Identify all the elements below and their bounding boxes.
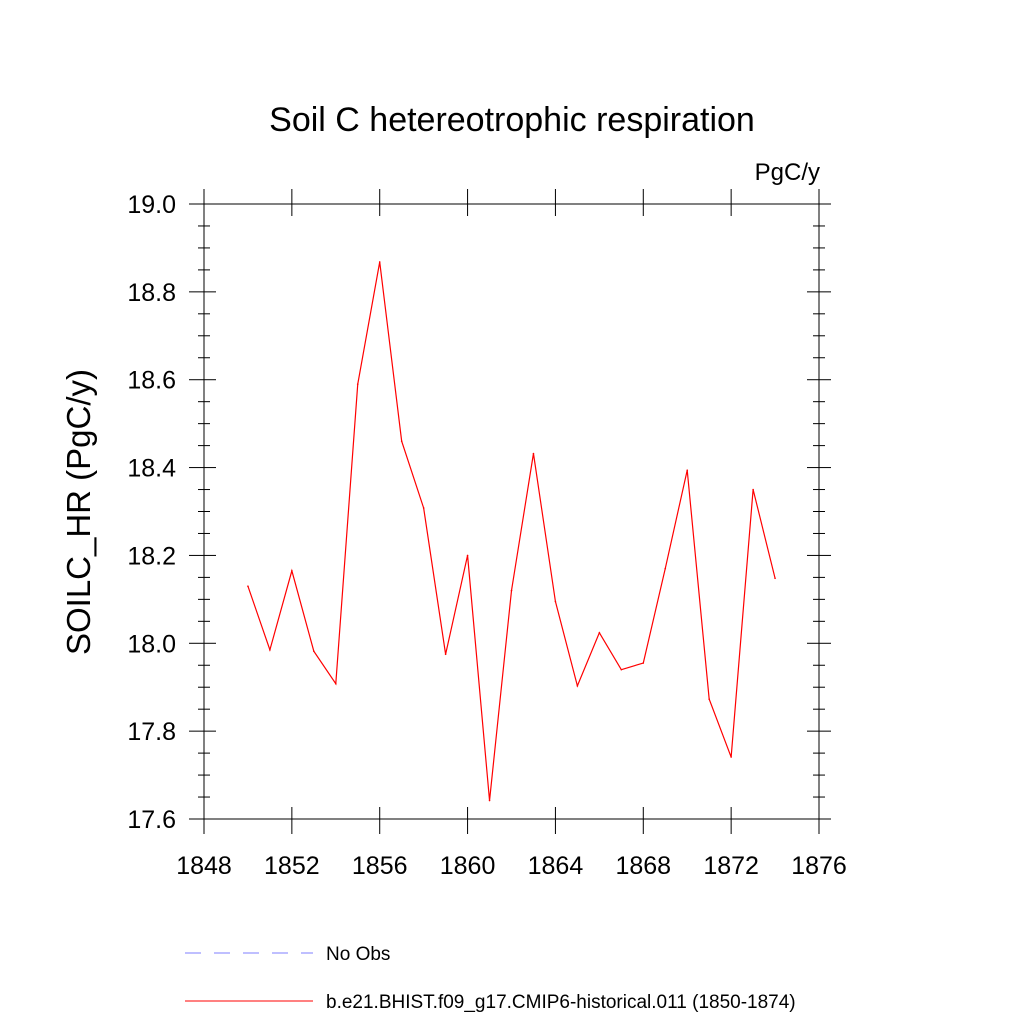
data-point (247, 585, 249, 587)
data-point (532, 452, 535, 455)
y-tick-label: 18.0 (127, 630, 176, 658)
y-axis-label: SOILC_HR (PgC/y) (60, 369, 97, 655)
y-tick-label: 17.6 (127, 806, 176, 834)
data-point (422, 507, 425, 509)
y-tick-label: 18.8 (127, 279, 176, 307)
data-point (730, 756, 732, 758)
data-point (554, 600, 557, 603)
y-tick-label: 17.8 (127, 718, 176, 746)
axis-ticks (189, 189, 831, 834)
data-point (488, 799, 491, 802)
data-point (510, 589, 513, 592)
series-lines (247, 261, 776, 802)
data-point (642, 662, 645, 664)
chart-title: Soil C hetereotrophic respiration (269, 101, 755, 139)
x-tick-label: 1856 (352, 852, 408, 880)
plot-frame (203, 203, 820, 820)
x-tick-label: 1872 (703, 852, 759, 880)
legend-label: b.e21.BHIST.f09_g17.CMIP6-historical.011… (326, 992, 796, 1013)
data-point (291, 570, 293, 572)
data-point (620, 668, 623, 671)
data-point (466, 554, 469, 557)
x-tick-label: 1864 (528, 852, 584, 880)
x-tick-label: 1860 (440, 852, 496, 880)
data-point (378, 261, 381, 263)
y-tick-label: 19.0 (127, 191, 176, 219)
data-point (686, 469, 689, 472)
data-point (400, 440, 403, 443)
legend-label: No Obs (326, 944, 390, 965)
y-tick-label: 18.4 (127, 455, 176, 483)
data-point (269, 649, 271, 651)
y-tick-label: 18.2 (127, 542, 176, 570)
data-point (356, 383, 359, 385)
x-tick-label: 1868 (615, 852, 671, 880)
data-point (334, 682, 337, 685)
data-point (752, 488, 754, 491)
units-label: PgC/y (755, 159, 820, 186)
data-point (313, 650, 315, 652)
data-point (576, 685, 579, 687)
data-point (664, 567, 667, 570)
data-point (444, 653, 447, 656)
x-tick-label: 1876 (791, 852, 847, 880)
x-tick-label: 1852 (264, 852, 320, 880)
data-point (598, 631, 601, 634)
y-tick-label: 18.6 (127, 367, 176, 395)
legend: No Obs b.e21.BHIST.f09_g17.CMIP6-historic… (185, 944, 796, 1013)
data-point (708, 698, 710, 700)
tick-labels: 1848 1852 1856 1860 1864 1868 1872 1876 17.6 17.8… (127, 191, 846, 880)
data-point (774, 577, 776, 580)
x-tick-label: 1848 (176, 852, 232, 880)
series-line (247, 261, 776, 801)
